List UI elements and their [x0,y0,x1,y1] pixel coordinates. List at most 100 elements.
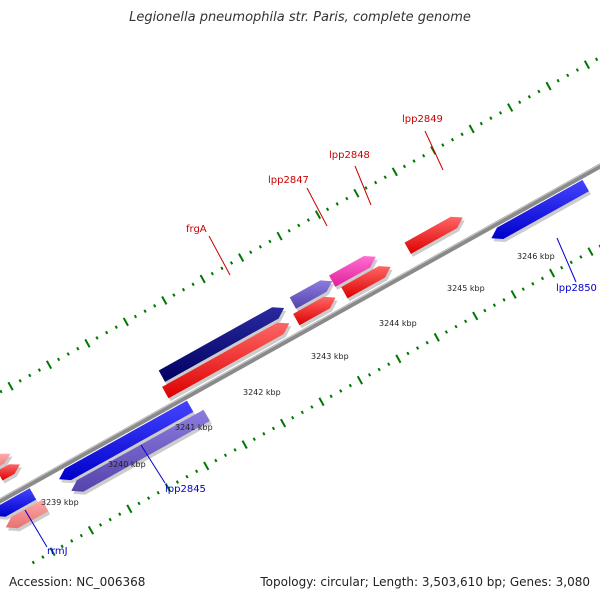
gene-lpp2848-b[interactable] [341,266,391,299]
gene-lpp2845[interactable] [71,409,210,492]
tick-mark [229,261,234,265]
tick-mark [575,68,579,72]
tick-row-upper [0,57,599,394]
tick-mark [76,346,80,351]
tick-mark [527,95,531,99]
kbp-label-3244: 3244 kbp [379,319,417,328]
kbp-label-3243: 3243 kbp [311,352,349,361]
gene-label-lpp2847[interactable]: lpp2847 [268,175,309,186]
tick-mark [433,332,440,342]
tick-mark [425,340,429,345]
tick-mark [367,373,372,377]
tick-mark [454,324,458,329]
gene-forward-salmon[interactable] [0,453,11,471]
map-title: Legionella pneumophila str. Paris, compl… [129,10,471,25]
tick-mark [18,379,22,383]
tick-mark [79,533,83,538]
gene-lpp2850[interactable] [491,179,589,239]
tick-mark [412,159,416,163]
tick-mark [492,303,497,307]
tick-mark [468,124,475,134]
tick-mark [156,490,160,495]
tick-mark [223,453,228,458]
tick-mark [291,415,295,420]
tick-mark [60,544,64,549]
tick-mark [258,245,262,249]
tick-row-lower [31,244,600,565]
tick-mark [137,501,141,506]
gene-lpp2845-blue[interactable] [59,400,194,481]
tick-mark [415,346,420,350]
tick-mark [175,480,180,484]
tick-mark [391,167,398,177]
tick-mark [314,210,322,220]
tick-mark [95,336,99,340]
tick-mark [318,397,325,407]
genome-backbone [0,163,600,504]
frgA-leader [208,235,231,276]
lpp2850-leader [556,237,577,283]
tick-mark [66,352,70,356]
tick-mark [507,103,514,112]
gene-label-lpp2850[interactable]: lpp2850 [556,283,597,294]
gene-lpp2847[interactable] [293,296,336,326]
tick-mark [249,250,253,254]
gene-frgA[interactable] [158,307,285,382]
lpp2845-leader [140,444,166,484]
gene-forward-red-1[interactable] [162,322,290,399]
tick-mark [114,325,118,330]
tick-mark [545,81,552,91]
tick-mark [161,296,168,305]
tick-mark [329,394,333,399]
tick-mark [587,247,594,257]
tick-mark [185,474,189,479]
tick-mark [464,319,468,324]
tick-mark [238,253,245,262]
tick-mark [45,360,53,370]
tick-mark [87,525,95,535]
tick-mark [199,274,206,284]
tick-mark [483,308,487,313]
tick-mark [356,375,364,385]
tick-mark [146,496,151,500]
tick-mark [210,271,214,276]
tick-mark [472,311,479,321]
tick-mark [287,228,291,233]
tick-mark [133,314,138,319]
tick-mark [280,418,287,428]
tick-mark [510,290,517,299]
accession-text: Accession: NC_006368 [9,575,146,589]
tick-mark [402,164,407,169]
gene-lpp2848[interactable] [329,256,376,287]
tick-mark [325,207,330,212]
lpp2847-leader [306,187,328,227]
tick-mark [143,309,147,313]
tick-mark [241,440,248,449]
tick-mark [203,461,210,471]
tick-mark [422,153,426,158]
tick-mark [126,504,133,514]
tick-mark [387,362,391,366]
tick-mark [569,260,573,265]
gene-label-frgA[interactable]: frgA [186,224,207,235]
tick-mark [579,255,583,259]
lpp2849-leader [424,130,444,171]
tick-mark [31,560,35,565]
tick-mark [276,231,283,241]
tick-mark [98,523,103,527]
tick-mark [49,547,56,557]
gene-forward-red-small[interactable] [0,464,20,481]
tick-marks [0,57,600,565]
gene-label-lpp2845[interactable]: lpp2845 [165,484,206,495]
tick-mark [339,389,343,393]
tick-mark [306,218,310,222]
gene-label-lpp2849[interactable]: lpp2849 [402,114,443,125]
gene-lpp2847-a[interactable] [289,280,333,309]
tick-mark [310,405,314,409]
tick-mark [252,437,256,441]
tick-mark [153,303,157,308]
gene-blue-left[interactable] [0,488,37,517]
gene-lpp2849[interactable] [404,216,463,254]
gene-label-lpp2848[interactable]: lpp2848 [329,150,370,161]
gene-label-rrmJ[interactable]: rrmJ [47,546,68,557]
